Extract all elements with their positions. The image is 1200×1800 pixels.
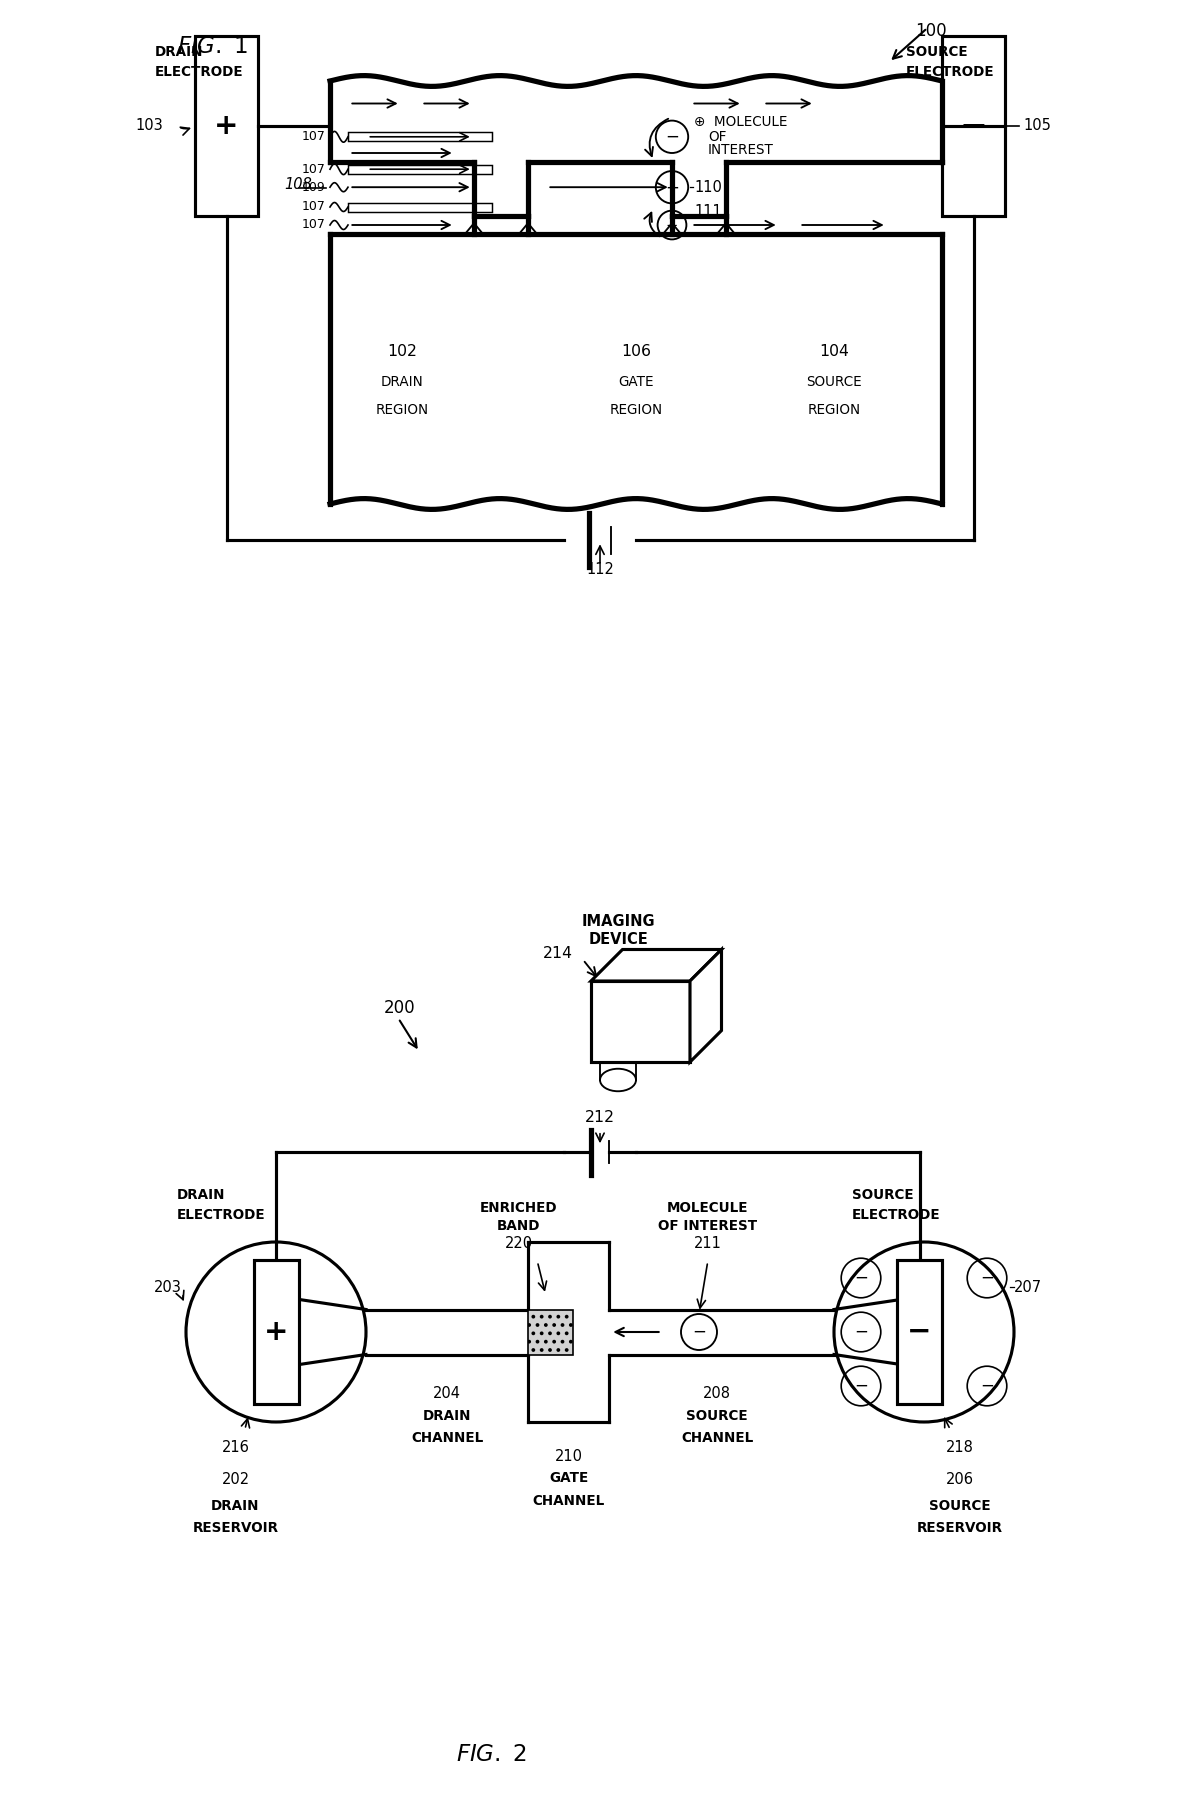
Bar	[348, 203, 492, 212]
Text: −: −	[665, 178, 679, 196]
Text: −: −	[666, 218, 678, 232]
Text: IMAGING: IMAGING	[581, 914, 655, 929]
Text: SOURCE: SOURCE	[929, 1498, 991, 1512]
Text: INTEREST: INTEREST	[708, 144, 774, 157]
Text: DEVICE: DEVICE	[588, 932, 648, 947]
Text: 107: 107	[301, 200, 325, 214]
Text: 203: 203	[154, 1280, 181, 1294]
Text: GATE: GATE	[618, 376, 654, 389]
Text: BAND: BAND	[497, 1219, 541, 1233]
Text: 212: 212	[584, 1111, 616, 1125]
Text: ⊕  MOLECULE: ⊕ MOLECULE	[695, 115, 788, 128]
Text: 100: 100	[916, 22, 947, 40]
Text: −: −	[907, 1318, 931, 1346]
Text: ELECTRODE: ELECTRODE	[852, 1208, 941, 1222]
Bar	[194, 36, 258, 216]
Ellipse shape	[600, 1069, 636, 1091]
Text: 102: 102	[386, 344, 418, 358]
Bar	[942, 36, 1006, 216]
Text: 202: 202	[222, 1472, 250, 1487]
Text: REGION: REGION	[808, 403, 860, 416]
Text: 208: 208	[703, 1386, 731, 1400]
Text: 200: 200	[384, 999, 415, 1017]
Text: 207: 207	[1014, 1280, 1042, 1294]
Bar	[528, 1310, 574, 1354]
Text: GATE: GATE	[548, 1472, 588, 1485]
Text: 109: 109	[301, 180, 325, 194]
Text: RESERVOIR: RESERVOIR	[192, 1521, 278, 1535]
Text: REGION: REGION	[376, 403, 428, 416]
Text: CHANNEL: CHANNEL	[410, 1431, 484, 1445]
Text: RESERVOIR: RESERVOIR	[917, 1521, 1003, 1535]
Text: 107: 107	[301, 218, 325, 232]
Text: SOURCE: SOURCE	[806, 376, 862, 389]
Text: +: +	[264, 1318, 288, 1346]
Text: 206: 206	[946, 1472, 974, 1487]
Text: 105: 105	[1022, 119, 1051, 133]
Text: DRAIN: DRAIN	[178, 1188, 226, 1202]
Text: 204: 204	[433, 1386, 461, 1400]
Text: ELECTRODE: ELECTRODE	[906, 65, 995, 79]
Text: 107: 107	[301, 130, 325, 144]
Text: OF: OF	[708, 130, 726, 144]
Text: 107: 107	[301, 162, 325, 176]
Text: −: −	[854, 1377, 868, 1395]
Bar	[348, 133, 492, 142]
Bar	[898, 1260, 942, 1404]
Bar	[348, 164, 492, 173]
Text: 214: 214	[542, 947, 574, 961]
Text: −: −	[692, 1323, 706, 1341]
Text: SOURCE: SOURCE	[852, 1188, 913, 1202]
Text: 110: 110	[695, 180, 722, 194]
Text: DRAIN: DRAIN	[155, 45, 203, 59]
Text: 108: 108	[284, 176, 312, 193]
Polygon shape	[592, 950, 721, 981]
Text: REGION: REGION	[610, 403, 662, 416]
Text: −: −	[960, 110, 988, 142]
Text: 103: 103	[136, 119, 163, 133]
Text: ENRICHED: ENRICHED	[480, 1201, 558, 1215]
Bar	[592, 981, 690, 1062]
Text: −: −	[854, 1323, 868, 1341]
Text: −: −	[665, 128, 679, 146]
Text: SOURCE: SOURCE	[686, 1408, 748, 1422]
Text: $\mathit{FIG.\ 2}$: $\mathit{FIG.\ 2}$	[456, 1744, 528, 1766]
Text: −: −	[854, 1269, 868, 1287]
Bar	[253, 1260, 299, 1404]
Text: CHANNEL: CHANNEL	[680, 1431, 754, 1445]
Text: MOLECULE: MOLECULE	[667, 1201, 749, 1215]
Text: DRAIN: DRAIN	[211, 1498, 259, 1512]
Polygon shape	[690, 950, 721, 1062]
Text: 216: 216	[222, 1440, 250, 1454]
Text: 104: 104	[820, 344, 848, 358]
Text: 112: 112	[586, 562, 614, 578]
Text: DRAIN: DRAIN	[380, 376, 424, 389]
Text: ELECTRODE: ELECTRODE	[178, 1208, 265, 1222]
Text: 211: 211	[694, 1237, 722, 1251]
Text: 220: 220	[505, 1237, 533, 1251]
Text: −: −	[980, 1377, 994, 1395]
Text: SOURCE: SOURCE	[906, 45, 967, 59]
Text: 106: 106	[622, 344, 650, 358]
Text: OF INTEREST: OF INTEREST	[659, 1219, 757, 1233]
Text: +: +	[215, 112, 239, 140]
Text: 218: 218	[946, 1440, 974, 1454]
Text: −: −	[980, 1269, 994, 1287]
Text: CHANNEL: CHANNEL	[533, 1494, 605, 1508]
Text: 111: 111	[695, 203, 722, 220]
Text: $\mathit{FIG.\ 1}$: $\mathit{FIG.\ 1}$	[178, 36, 248, 58]
Text: DRAIN: DRAIN	[422, 1408, 472, 1422]
Text: ELECTRODE: ELECTRODE	[155, 65, 244, 79]
Text: 210: 210	[554, 1449, 582, 1463]
